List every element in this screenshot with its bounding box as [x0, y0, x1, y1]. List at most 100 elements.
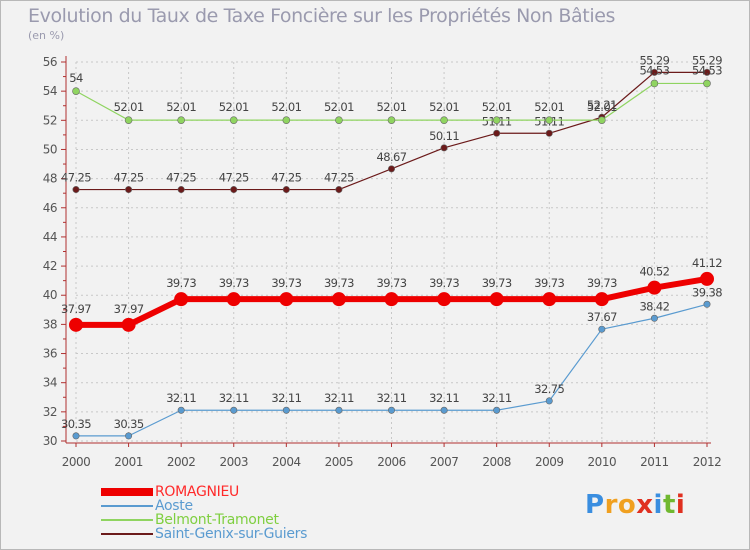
data-label-romagnieu: 39.73	[271, 276, 301, 290]
data-point-belmont-tramonet	[650, 79, 659, 88]
series-aoste: 30.35 30.35 32.11 32.11 32.11 32.11 32.11 32.11…	[61, 285, 723, 440]
data-label-romagnieu: 41.12	[692, 256, 722, 270]
data-point-aoste	[650, 314, 658, 322]
x-tick-label: 2008	[482, 455, 511, 469]
data-point-saint-genix-sur-guiers	[335, 186, 343, 194]
x-tick-label: 2003	[219, 455, 248, 469]
data-point-saint-genix-sur-guiers	[125, 186, 133, 194]
data-point-romagnieu	[700, 271, 714, 286]
data-label-saint-genix-sur-guiers: 47.25	[271, 171, 301, 185]
chart-title: Evolution du Taux de Taxe Foncière sur l…	[28, 5, 616, 27]
logo-letter: x	[636, 490, 654, 520]
data-point-romagnieu	[331, 292, 346, 307]
x-tick-label: 2004	[272, 455, 301, 469]
logo-letter: i	[653, 490, 663, 520]
y-tick-label: 44	[43, 230, 57, 244]
data-point-romagnieu	[437, 292, 452, 307]
data-point-aoste	[545, 397, 553, 405]
data-label-saint-genix-sur-guiers: 52.21	[587, 98, 617, 112]
y-tick-label: 50	[43, 142, 57, 156]
logo-letter: i	[675, 490, 686, 520]
series-layer: 47.25 47.25 47.25 47.25 47.25 47.25 48.67 50.11…	[61, 53, 723, 440]
data-label-saint-genix-sur-guiers: 55.29	[639, 53, 669, 67]
legend-swatch-belmont-tramonet	[101, 519, 153, 521]
data-point-saint-genix-sur-guiers	[650, 68, 658, 76]
data-point-aoste	[440, 406, 448, 414]
logo-letter: r	[604, 490, 618, 520]
data-point-aoste	[335, 406, 343, 414]
data-label-romagnieu: 37.97	[61, 302, 91, 316]
data-label-saint-genix-sur-guiers: 48.67	[377, 150, 407, 164]
x-tick-label: 2010	[588, 455, 617, 469]
data-label-aoste: 32.11	[166, 391, 196, 405]
data-point-romagnieu	[279, 292, 294, 307]
series-romagnieu: 37.97 37.97 39.73 39.73 39.73 39.73 39.73 39.73…	[61, 256, 723, 332]
legend-label-aoste: Aoste	[155, 498, 193, 514]
data-label-belmont-tramonet: 52.01	[219, 100, 249, 114]
data-point-aoste	[177, 406, 185, 414]
data-label-saint-genix-sur-guiers: 47.25	[166, 171, 196, 185]
data-label-belmont-tramonet: 52.01	[534, 100, 564, 114]
y-tick-label: 30	[43, 434, 57, 448]
legend-label-romagnieu: ROMAGNIEU	[155, 484, 240, 500]
data-point-romagnieu	[384, 292, 399, 307]
data-point-belmont-tramonet	[72, 87, 80, 95]
data-label-romagnieu: 40.52	[639, 265, 669, 279]
legend-swatch-romagnieu	[101, 488, 153, 496]
data-label-romagnieu: 39.73	[587, 276, 617, 290]
data-label-belmont-tramonet: 52.01	[166, 100, 196, 114]
legend-swatch-aoste	[101, 505, 153, 507]
data-point-belmont-tramonet	[703, 79, 711, 88]
y-tick-label: 54	[43, 84, 57, 98]
data-point-saint-genix-sur-guiers	[282, 186, 290, 194]
data-label-aoste: 30.35	[61, 417, 91, 431]
data-label-romagnieu: 39.73	[219, 276, 249, 290]
data-point-romagnieu	[121, 317, 136, 332]
logo-letter: t	[662, 490, 676, 520]
data-point-romagnieu	[226, 292, 241, 307]
proxiti-logo: Proxiti	[585, 490, 685, 520]
data-point-aoste	[125, 432, 133, 440]
y-tick-label: 34	[43, 376, 57, 390]
data-point-aoste	[72, 432, 80, 440]
legend-swatch-saint-genix-sur-guiers	[101, 533, 153, 535]
data-point-saint-genix-sur-guiers	[493, 129, 501, 137]
x-tick-label: 2012	[693, 455, 722, 469]
data-point-romagnieu	[542, 292, 557, 307]
data-point-saint-genix-sur-guiers	[387, 165, 395, 173]
data-point-saint-genix-sur-guiers	[177, 186, 185, 194]
data-point-saint-genix-sur-guiers	[545, 129, 553, 137]
x-tick-label: 2005	[325, 455, 354, 469]
y-tick-label: 36	[43, 347, 57, 361]
data-label-aoste: 32.11	[219, 391, 249, 405]
data-point-saint-genix-sur-guiers	[230, 186, 238, 194]
data-point-belmont-tramonet	[124, 116, 133, 124]
data-point-aoste	[387, 406, 395, 414]
data-point-romagnieu	[69, 317, 83, 332]
data-label-saint-genix-sur-guiers: 47.25	[219, 171, 249, 185]
y-tick-label: 46	[43, 201, 57, 215]
data-point-saint-genix-sur-guiers	[440, 144, 448, 152]
x-tick-label: 2009	[535, 455, 564, 469]
legend-label-belmont-tramonet: Belmont-Tramonet	[155, 512, 279, 528]
x-tick-label: 2011	[640, 455, 669, 469]
y-tick-label: 52	[43, 113, 57, 127]
data-point-belmont-tramonet	[492, 116, 501, 124]
data-label-aoste: 32.11	[324, 391, 354, 405]
x-tick-label: 2001	[114, 455, 143, 469]
data-label-belmont-tramonet: 52.01	[114, 100, 144, 114]
axes: 30 32 34 36 38 40 42 44 46 48 50 52 54 56 2000 2001 2002…	[43, 55, 722, 469]
data-point-aoste	[493, 406, 501, 414]
data-label-romagnieu: 39.73	[324, 276, 354, 290]
data-point-aoste	[230, 406, 238, 414]
legend-label-saint-genix-sur-guiers: Saint-Genix-sur-Guiers	[155, 526, 308, 542]
data-label-belmont-tramonet: 52.01	[324, 100, 354, 114]
data-label-belmont-tramonet: 52.01	[377, 100, 407, 114]
x-tick-label: 2000	[62, 455, 91, 469]
x-tick-label: 2007	[430, 455, 459, 469]
data-point-romagnieu	[174, 292, 189, 307]
y-tick-label: 38	[43, 317, 57, 331]
data-label-saint-genix-sur-guiers: 55.29	[692, 53, 722, 67]
data-point-belmont-tramonet	[440, 116, 448, 124]
